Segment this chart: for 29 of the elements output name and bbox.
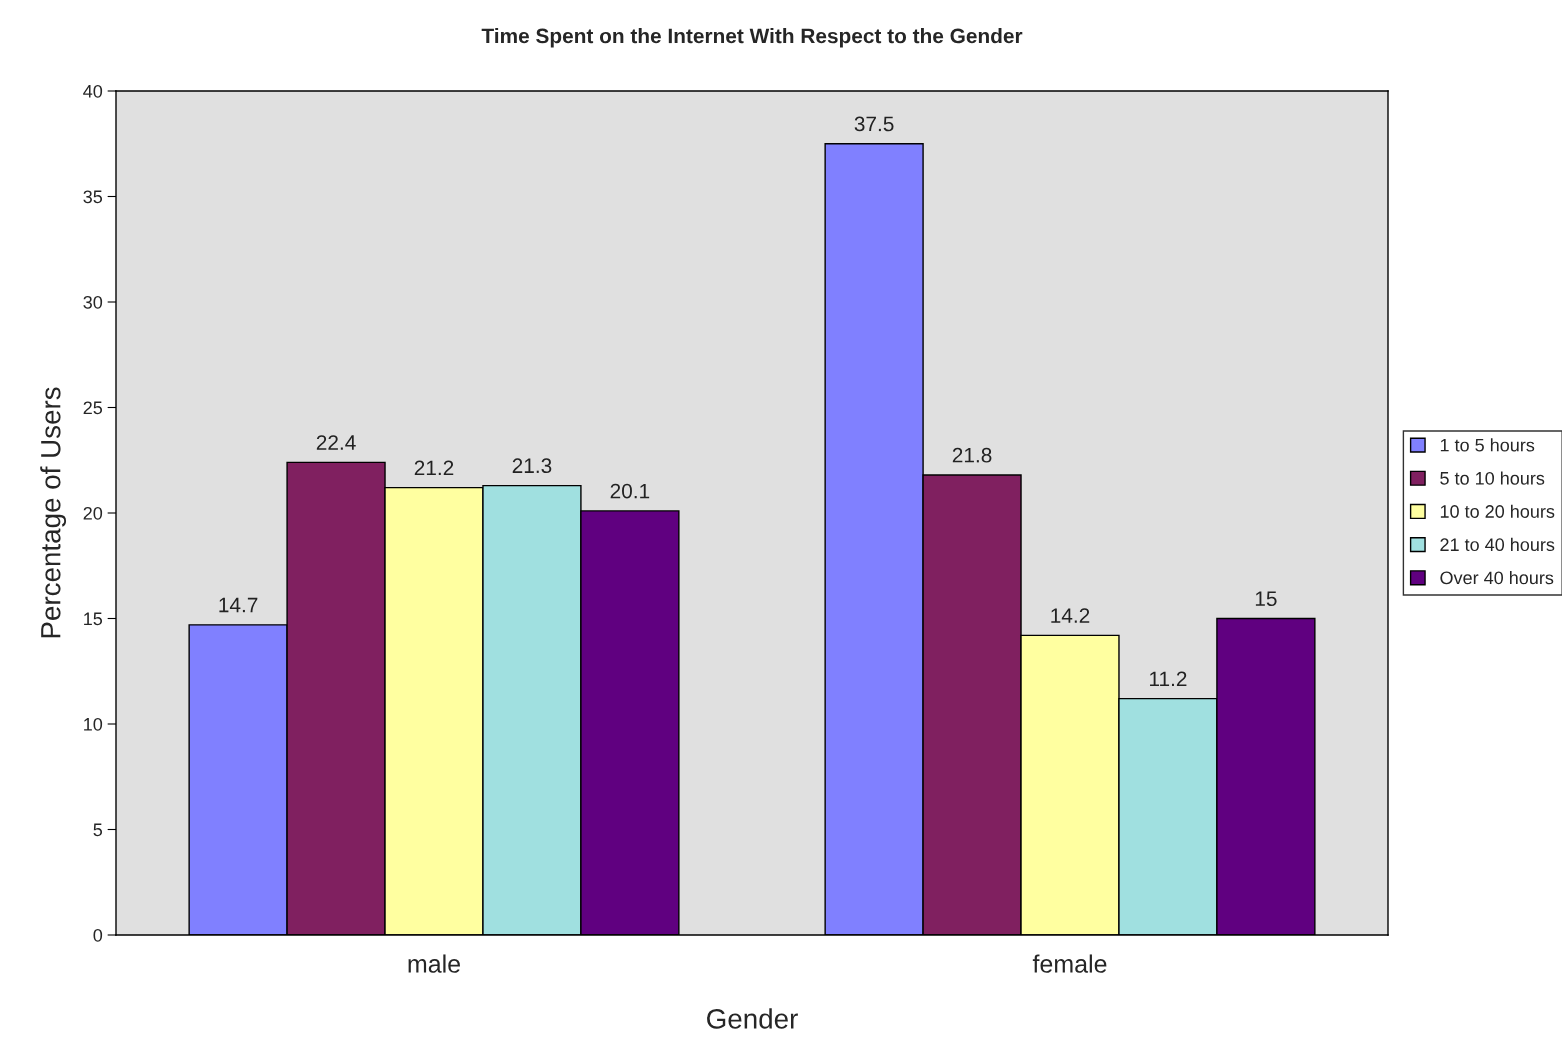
data-label: 21.3 [512, 458, 552, 474]
data-label: 37.5 [854, 116, 894, 132]
legend-label: 1 to 5 hours [1440, 438, 1535, 452]
chart-title: Time Spent on the Internet With Respect to the Gender [481, 28, 1023, 48]
y-tick-label: 30 [83, 295, 103, 309]
y-tick-label: 15 [84, 612, 103, 626]
legend-label: 10 to 20 hours [1440, 504, 1555, 518]
x-tick-label: female [1032, 954, 1107, 973]
data-label: 15 [1255, 591, 1277, 607]
legend-label: 5 to 10 hours [1440, 471, 1545, 485]
y-tick-label: 20 [83, 506, 103, 520]
data-label: 21.8 [952, 447, 992, 463]
data-label: 20.1 [610, 483, 650, 499]
y-tick-label: 35 [83, 190, 103, 204]
data-label: 14.2 [1051, 608, 1090, 623]
data-label: 22.4 [316, 435, 356, 450]
legend-label: 21 to 40 hours [1440, 537, 1555, 552]
y-tick-label: 5 [93, 823, 103, 837]
y-tick-label: 0 [93, 928, 103, 942]
data-label: 14.7 [219, 597, 258, 613]
x-tick-label: male [408, 954, 460, 973]
y-tick-label: 40 [83, 84, 103, 98]
x-axis-title: Gender [707, 1008, 798, 1029]
y-axis-title: Percentage of Users [40, 387, 67, 638]
legend-label: Over 40 hours [1440, 570, 1554, 585]
data-label: 11.2 [1150, 671, 1187, 687]
data-label: 21.2 [414, 460, 454, 476]
y-tick-label: 25 [83, 401, 103, 415]
y-tick-label: 10 [84, 717, 103, 731]
